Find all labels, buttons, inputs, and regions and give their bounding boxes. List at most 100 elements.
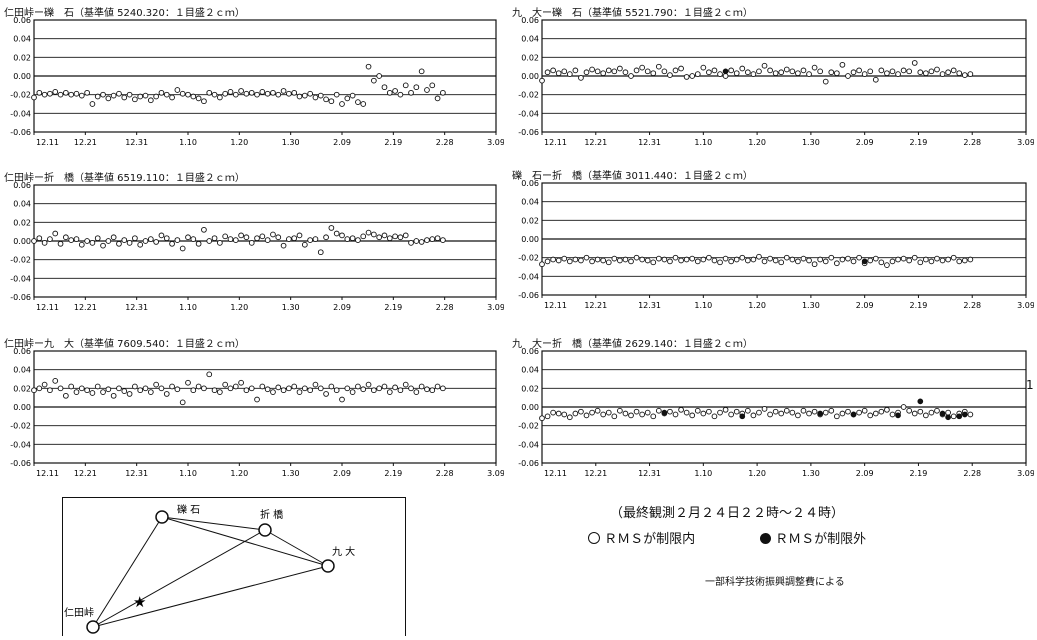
data-point-open (201, 226, 207, 233)
data-point-open (811, 408, 818, 415)
data-point-open (52, 378, 59, 384)
data-point-open (333, 230, 340, 237)
y-tick-label: 0.02 (13, 218, 31, 227)
label-orihashi: 折 橋 (260, 508, 283, 521)
data-point-open (778, 69, 785, 76)
data-point-open (945, 409, 951, 416)
data-point-open (678, 65, 684, 72)
data-point-open (689, 255, 696, 262)
data-point-open (878, 408, 885, 415)
x-tick-label: 2.28 (436, 138, 454, 147)
data-point-open (31, 238, 37, 244)
data-point-open (700, 256, 707, 263)
data-point-open (317, 249, 324, 256)
x-tick-label: 12.21 (584, 301, 607, 310)
x-tick-label: 3.09 (1017, 301, 1034, 310)
chart-plot: 0.06 0.04 0.02 0.00 -0.02 -0.04 -0.06 12.11 12.2… (10, 16, 504, 147)
data-point-open (68, 383, 75, 390)
data-point-open (36, 385, 43, 392)
data-point-open (789, 256, 796, 263)
data-point-open (611, 413, 618, 420)
chart-title: 九 大ー折 橋（基準値 2629.140：１目盛２ｃｍ） (512, 339, 753, 350)
data-point-open (424, 87, 430, 93)
x-tick-label: 12.21 (74, 303, 97, 312)
data-point-filled (739, 413, 746, 420)
data-point-open (744, 257, 751, 264)
data-point-open (539, 77, 545, 84)
x-tick-label: 12.11 (36, 303, 59, 312)
data-point-open (440, 385, 446, 392)
data-point-open (94, 93, 101, 100)
y-tick-label: -0.02 (518, 422, 539, 431)
data-point-open (349, 92, 356, 99)
data-point-open (583, 412, 590, 419)
data-point-open (105, 238, 112, 244)
data-point-open (254, 396, 260, 403)
data-point-open (700, 410, 707, 417)
data-point-open (238, 379, 244, 386)
data-point-open (296, 232, 303, 239)
data-point-open (895, 71, 901, 77)
data-point-open (301, 241, 308, 248)
data-point-open (911, 254, 918, 261)
data-point-open (706, 69, 712, 76)
data-point-open (622, 410, 629, 417)
data-point-open (41, 240, 48, 246)
data-point-open (539, 261, 545, 268)
data-point-open (381, 383, 388, 390)
y-tick-label: 0.06 (13, 347, 31, 356)
data-point-open (706, 254, 712, 261)
data-point-open (137, 93, 144, 100)
data-point-open (945, 256, 951, 263)
data-point-open (639, 64, 645, 71)
data-point-open (63, 89, 69, 96)
data-point-open (566, 414, 573, 421)
data-point-open (555, 257, 562, 264)
x-tick-label: 1.30 (802, 469, 820, 478)
data-point-open (945, 69, 951, 76)
data-point-open (661, 256, 668, 263)
data-point-open (201, 385, 207, 392)
data-point-open (605, 67, 612, 74)
data-point-open (47, 90, 53, 97)
data-point-open (644, 409, 651, 416)
data-point-open (683, 256, 690, 263)
data-point-open (286, 385, 292, 392)
station-sekiseki (155, 510, 169, 524)
data-point-open (622, 69, 629, 76)
data-point-open (232, 91, 239, 98)
data-point-open (650, 70, 657, 77)
data-point-open (600, 411, 607, 418)
data-point-open (254, 235, 260, 242)
data-point-open (397, 234, 404, 241)
data-point-open (132, 235, 138, 242)
data-point-open (722, 255, 729, 262)
data-point-open (312, 236, 319, 242)
data-point-filled (661, 409, 668, 416)
data-point-open (323, 391, 329, 397)
data-point-open (248, 89, 255, 96)
x-tick-label: 1.30 (282, 303, 300, 312)
x-tick-label: 2.19 (384, 138, 402, 147)
data-point-open (31, 387, 37, 394)
data-point-open (344, 95, 351, 102)
data-point-open (371, 231, 377, 238)
data-point-open (376, 234, 383, 241)
data-point-open (722, 406, 729, 413)
data-point-open (789, 68, 796, 75)
y-tick-label: -0.02 (10, 91, 31, 100)
data-point-open (750, 71, 757, 77)
data-point-open (174, 87, 181, 93)
data-point-open (386, 235, 393, 242)
label-sekiseki: 礫 石 (177, 503, 200, 516)
data-point-open (694, 258, 701, 265)
x-tick-label: 12.11 (36, 138, 59, 147)
data-point-open (222, 90, 229, 97)
data-point-open (928, 258, 935, 265)
data-point-open (371, 387, 377, 394)
data-point-open (678, 257, 684, 264)
data-point-open (264, 90, 271, 97)
data-point-open (424, 237, 430, 243)
data-point-filled (850, 411, 857, 418)
data-point-filled (895, 412, 901, 419)
